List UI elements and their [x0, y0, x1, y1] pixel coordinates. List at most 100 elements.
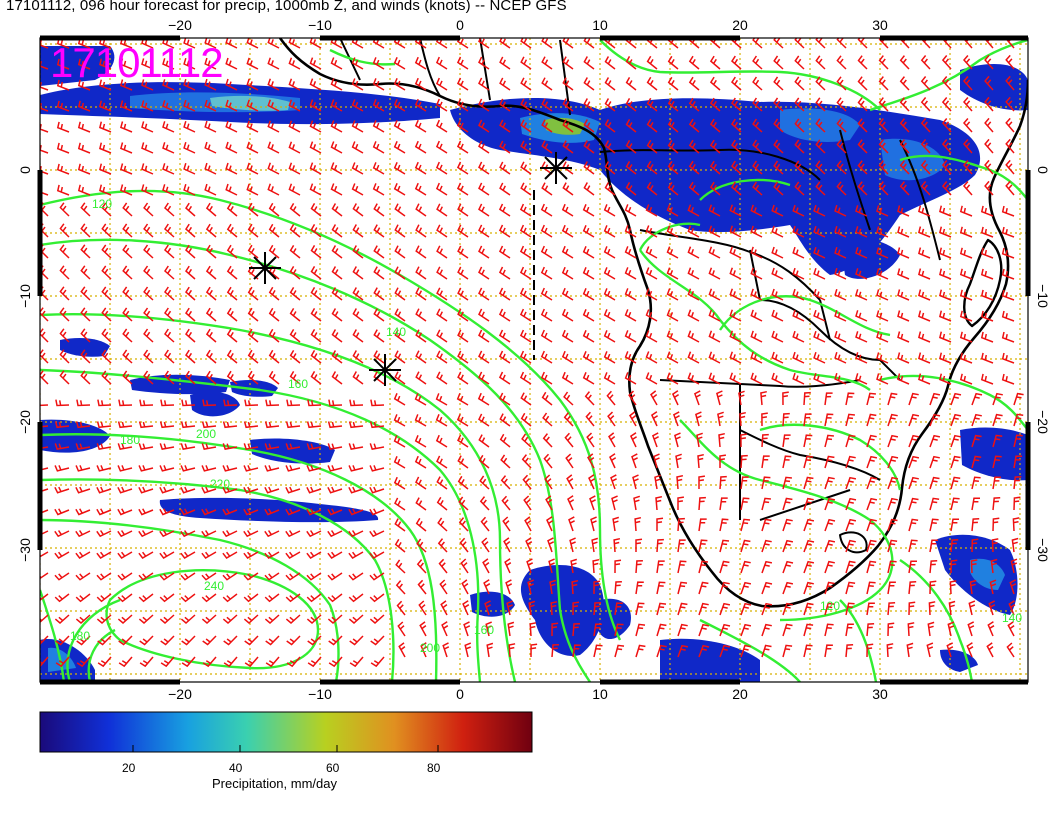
- wind-barb: [752, 139, 763, 154]
- wind-barb: [813, 351, 826, 364]
- wind-barb: [656, 538, 664, 553]
- wind-barb: [59, 265, 70, 280]
- wind-barb: [99, 79, 112, 91]
- wind-barb: [372, 162, 385, 175]
- wind-barb: [562, 56, 574, 70]
- wind-barb: [688, 139, 700, 154]
- lat-tick-label: −10: [1035, 284, 1051, 308]
- wind-barb: [414, 414, 427, 427]
- wind-barb: [563, 412, 574, 427]
- wind-barb: [920, 55, 931, 70]
- wind-barb: [1013, 476, 1022, 490]
- wind-barb: [56, 142, 70, 154]
- wind-barb: [369, 486, 385, 494]
- wind-barb: [289, 350, 301, 364]
- wind-barb: [395, 559, 406, 574]
- wind-barb: [226, 202, 238, 217]
- wind-barb: [80, 286, 91, 301]
- wind-barb: [897, 373, 910, 385]
- wind-barb: [803, 539, 815, 553]
- wind-barb: [709, 55, 721, 70]
- wind-barb: [503, 537, 511, 553]
- colorbar-tick-label: 20: [122, 761, 136, 775]
- wind-barb: [887, 413, 898, 427]
- wind-barb: [631, 453, 638, 469]
- wind-barb: [866, 602, 875, 616]
- wind-barb: [352, 329, 364, 343]
- wind-barb: [244, 399, 259, 407]
- wind-barb: [141, 163, 154, 175]
- wind-barb: [393, 120, 406, 133]
- wind-barb: [288, 120, 301, 133]
- wind-barb: [740, 623, 752, 637]
- wind-barb: [351, 183, 364, 196]
- wind-barb: [223, 635, 238, 646]
- contour-label: 120: [820, 599, 840, 613]
- wind-barb: [561, 224, 574, 238]
- wind-barb: [419, 621, 427, 637]
- wind-barb: [584, 391, 595, 406]
- wind-barb: [693, 390, 701, 406]
- wind-barb: [369, 530, 385, 538]
- wind-barb: [478, 266, 490, 280]
- wind-barb: [285, 572, 301, 581]
- wind-barb: [54, 530, 70, 538]
- contour-label: 220: [210, 477, 230, 491]
- wind-barb: [97, 399, 112, 407]
- wind-barb: [897, 289, 910, 301]
- wind-barb: [143, 307, 154, 322]
- wind-barb: [306, 508, 322, 516]
- wind-barb: [120, 142, 133, 154]
- wind-barb: [855, 247, 868, 259]
- wind-barb: [394, 308, 406, 322]
- wind-barb: [635, 602, 645, 616]
- wind-barb: [603, 330, 616, 343]
- wind-barb: [180, 572, 196, 581]
- wind-barb: [222, 614, 238, 624]
- wind-barb: [646, 181, 658, 196]
- wind-barb: [243, 421, 259, 429]
- wind-barb: [436, 203, 448, 217]
- wind-barb: [906, 642, 914, 658]
- wind-barb: [582, 351, 595, 364]
- wind-barb: [247, 286, 259, 301]
- wind-barb: [80, 370, 91, 385]
- wind-barb: [782, 560, 794, 574]
- wind-barb: [75, 421, 91, 429]
- wind-barb: [40, 446, 49, 450]
- wind-barb: [96, 551, 112, 559]
- wind-barb: [246, 162, 259, 175]
- wind-barb: [782, 644, 793, 658]
- lat-tick-label: −30: [17, 538, 33, 562]
- wind-barb: [502, 516, 511, 532]
- wind-barb: [992, 392, 1003, 406]
- wind-barb: [857, 181, 868, 196]
- wind-barb: [708, 204, 721, 217]
- wind-barb: [803, 476, 814, 490]
- wind-barb: [950, 539, 959, 553]
- wind-barb: [824, 497, 836, 511]
- wind-barb: [225, 78, 238, 91]
- asterisk-marker-3: [540, 152, 572, 184]
- wind-barb: [709, 97, 721, 112]
- wind-barb: [478, 308, 490, 322]
- wind-barb: [963, 160, 973, 175]
- wind-barb: [687, 246, 700, 259]
- wind-barb: [603, 288, 616, 301]
- wind-barb: [731, 181, 742, 196]
- wind-barb: [310, 266, 322, 280]
- wind-barb: [456, 140, 469, 154]
- wind-barb: [929, 476, 940, 490]
- wind-barb: [138, 572, 154, 581]
- wind-barb: [603, 267, 616, 280]
- wind-barb: [101, 223, 112, 238]
- wind-barb: [159, 572, 175, 581]
- wind-barb: [672, 411, 680, 427]
- wind-barb: [971, 392, 983, 406]
- wind-barb: [162, 121, 175, 133]
- wind-barb: [499, 392, 511, 406]
- wind-barb: [857, 118, 868, 133]
- wind-barb: [393, 435, 406, 448]
- wind-barb: [77, 100, 91, 112]
- wind-barb: [76, 635, 91, 646]
